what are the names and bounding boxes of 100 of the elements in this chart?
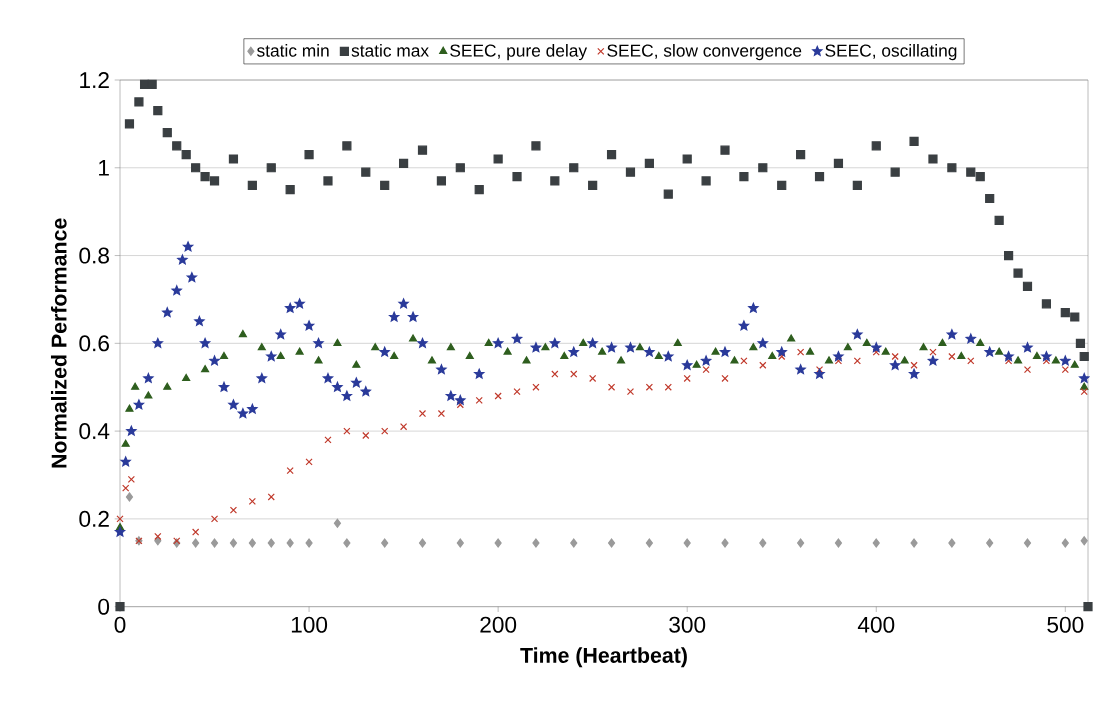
point: [532, 538, 540, 548]
x-tick-label: 400: [857, 616, 895, 633]
point: [910, 538, 918, 548]
point: [806, 347, 815, 355]
point: [645, 383, 653, 392]
point: [787, 334, 796, 342]
point: [843, 343, 852, 351]
point: [456, 538, 464, 548]
point: [532, 383, 540, 392]
point: [333, 518, 342, 529]
point: [154, 532, 162, 541]
point: [967, 357, 975, 365]
x-tick-label: 200: [480, 616, 517, 633]
point: [276, 352, 285, 360]
point: [673, 338, 682, 347]
point: [759, 538, 767, 548]
point: [976, 338, 985, 347]
point: [210, 538, 219, 548]
point: [257, 343, 266, 351]
x-tick-label: 100: [291, 616, 328, 633]
point: [248, 538, 256, 548]
y-tick-label: 1.2: [80, 72, 109, 89]
point: [121, 439, 130, 448]
point: [522, 356, 531, 364]
point: [210, 515, 219, 523]
point: [797, 538, 805, 548]
point: [1080, 388, 1088, 396]
point: [314, 356, 323, 364]
point: [163, 382, 172, 390]
point: [683, 374, 691, 383]
point: [127, 475, 135, 484]
point: [654, 352, 663, 360]
point: [182, 374, 191, 382]
point: [919, 343, 928, 351]
point: [144, 391, 153, 399]
point: [891, 353, 899, 361]
legend-label: static min: [257, 44, 329, 57]
point: [305, 458, 313, 466]
point: [910, 361, 918, 370]
point: [995, 347, 1004, 355]
y-axis-title: Normalized Performance: [50, 218, 67, 468]
point: [721, 538, 729, 548]
x-tick-label: 300: [669, 616, 706, 633]
point: [749, 343, 758, 351]
point: [427, 356, 437, 364]
legend-label: SEEC, slow convergence: [607, 44, 802, 61]
point: [229, 538, 238, 548]
point: [797, 348, 805, 356]
point: [598, 347, 607, 355]
point: [408, 334, 418, 342]
point: [730, 356, 739, 364]
point: [768, 352, 777, 360]
point: [494, 538, 502, 548]
point: [607, 538, 616, 548]
point: [484, 338, 493, 347]
point: [683, 538, 691, 548]
point: [286, 467, 294, 475]
legend-label: SEEC, pure delay: [450, 44, 588, 61]
point: [381, 538, 389, 548]
point: [702, 366, 710, 374]
point: [1032, 352, 1042, 360]
point: [570, 370, 578, 378]
point: [125, 404, 134, 412]
point: [362, 432, 370, 440]
y-tick-label: 1: [99, 160, 109, 176]
y-tick-label: 0: [98, 598, 110, 615]
y-tick-label: 0.4: [79, 423, 110, 440]
point: [986, 538, 994, 548]
point: [711, 347, 720, 355]
point: [333, 338, 342, 347]
point: [324, 436, 332, 444]
point: [131, 382, 140, 390]
point: [570, 538, 578, 548]
point: [122, 484, 130, 492]
y-tick-label: 0.6: [79, 335, 109, 352]
point: [1023, 366, 1032, 374]
point: [1051, 356, 1060, 364]
point: [900, 356, 909, 364]
point: [446, 343, 455, 351]
point: [248, 497, 256, 506]
point: [1013, 356, 1023, 364]
point: [503, 347, 512, 355]
point: [635, 343, 644, 351]
point: [579, 338, 588, 347]
point: [721, 374, 729, 383]
point: [267, 538, 275, 548]
point: [938, 338, 947, 347]
point: [692, 360, 701, 369]
point: [1023, 538, 1032, 548]
point: [371, 343, 380, 351]
point: [948, 538, 956, 548]
legend-label: SEEC, oscillating: [825, 44, 957, 61]
point: [645, 538, 653, 548]
point: [192, 538, 200, 548]
y-tick-label: 0.2: [79, 511, 109, 528]
point: [125, 492, 134, 502]
point: [305, 538, 313, 548]
point: [267, 493, 275, 501]
point: [513, 388, 521, 396]
point: [872, 538, 880, 548]
